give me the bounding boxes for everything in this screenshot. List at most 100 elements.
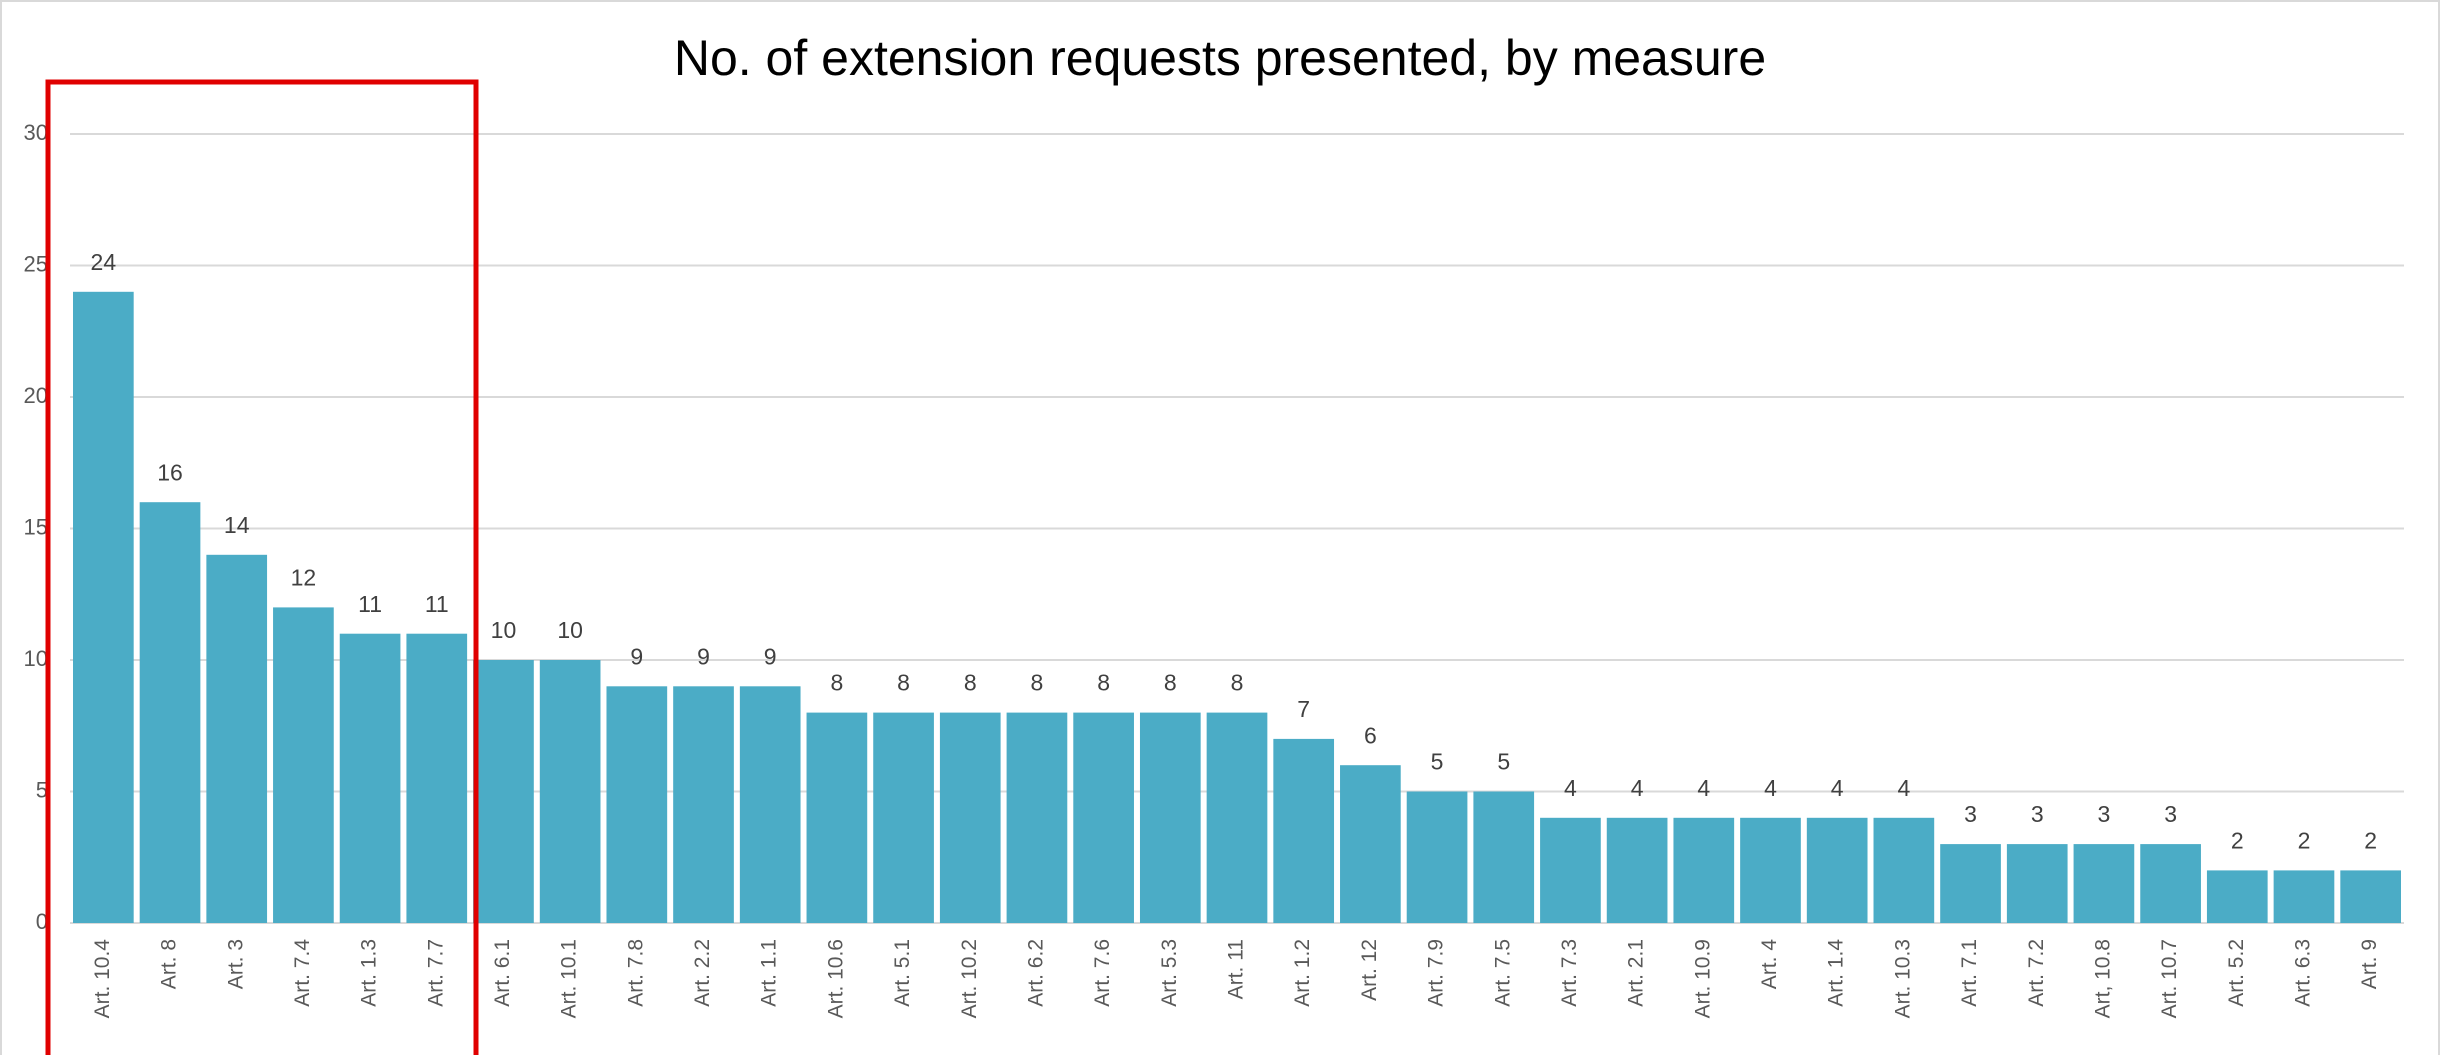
bar <box>1340 765 1401 923</box>
bar <box>339 633 401 923</box>
data-label: 2 <box>2231 827 2244 853</box>
data-label: 4 <box>1764 775 1777 801</box>
data-label: 11 <box>425 591 449 617</box>
x-tick-label: Art. 10.1 <box>558 939 581 1018</box>
x-tick-label: Art. 5.1 <box>891 939 914 1007</box>
x-tick-label: Art. 3 <box>224 939 247 989</box>
bar <box>406 633 468 923</box>
bar <box>606 686 668 923</box>
data-label: 2 <box>2364 827 2377 853</box>
bar <box>1139 712 1201 923</box>
data-label: 4 <box>1631 775 1644 801</box>
highlight-box <box>45 79 479 1055</box>
data-label: 2 <box>2298 827 2311 853</box>
data-label: 3 <box>1964 801 1977 827</box>
bar <box>1673 817 1735 923</box>
x-tick-label: Art. 8 <box>158 939 181 989</box>
x-tick-label: Art. 2.1 <box>1625 939 1648 1007</box>
bar <box>1940 844 2001 923</box>
x-tick-label: Art. 7.9 <box>1425 939 1448 1007</box>
bar <box>1873 817 1935 923</box>
bar <box>1806 817 1868 923</box>
bar <box>139 502 201 923</box>
data-label: 4 <box>1897 775 1910 801</box>
chart-title: No. of extension requests presented, by … <box>674 30 1766 86</box>
x-tick-label: Art. 10.7 <box>2158 939 2181 1018</box>
x-tick-label: Art. 10.3 <box>1891 939 1914 1018</box>
x-tick-label: Art. 4 <box>1758 939 1781 990</box>
data-label: 4 <box>1697 775 1710 801</box>
data-label: 3 <box>2098 801 2111 827</box>
data-label: 10 <box>557 617 583 643</box>
data-label: 4 <box>1831 775 1844 801</box>
data-label: 8 <box>1164 670 1177 696</box>
x-tick-label: Art. 6.3 <box>2292 939 2315 1007</box>
x-tick-label: Art. 10.2 <box>958 939 981 1018</box>
data-label: 8 <box>897 670 910 696</box>
bar <box>806 712 868 923</box>
data-label: 9 <box>697 643 710 669</box>
data-label: 3 <box>2164 801 2177 827</box>
x-tick-label: Art. 1.1 <box>758 939 781 1007</box>
y-tick-label: 30 <box>24 120 48 145</box>
y-tick-label: 15 <box>24 514 48 539</box>
data-label: 10 <box>491 617 517 643</box>
x-tick-label: Art. 5.2 <box>2225 939 2248 1007</box>
bar <box>1473 791 1535 923</box>
x-tick-label: Art. 7.8 <box>624 939 647 1007</box>
bar <box>273 607 334 923</box>
x-tick-label: Art, 10.8 <box>2091 939 2114 1018</box>
bar <box>873 712 934 923</box>
x-tick-label: Art. 7.2 <box>2025 939 2048 1007</box>
x-tick-label: Art. 11 <box>1225 939 1248 999</box>
x-tick-label: Art. 7.1 <box>1958 939 1981 1007</box>
bar <box>2206 870 2268 923</box>
bar <box>1006 712 1068 923</box>
bar <box>2073 844 2135 923</box>
x-tick-label: Art. 6.2 <box>1024 939 1047 1007</box>
bar <box>206 554 268 923</box>
x-tick-label: Art. 9 <box>2358 939 2381 989</box>
data-label: 8 <box>964 670 977 696</box>
x-tick-label: Art. 7.6 <box>1091 939 1114 1007</box>
x-tick-label: Art. 7.4 <box>291 939 314 1007</box>
bar <box>739 686 801 923</box>
y-tick-label: 10 <box>24 646 48 671</box>
data-label: 24 <box>91 249 117 275</box>
x-tick-label: Art. 7.7 <box>424 939 447 1007</box>
x-tick-label: Art. 12 <box>1358 939 1381 1001</box>
x-tick-label: Art. 6.1 <box>491 939 514 1007</box>
bar <box>673 686 734 923</box>
data-label: 9 <box>630 643 643 669</box>
data-label: 3 <box>2031 801 2044 827</box>
bar <box>1273 738 1335 923</box>
bar <box>1206 712 1268 923</box>
bar <box>2006 844 2068 923</box>
data-label: 8 <box>830 670 843 696</box>
x-tick-label: Art. 1.4 <box>1825 939 1848 1007</box>
bar <box>1740 817 1801 923</box>
data-label: 5 <box>1431 749 1444 775</box>
y-tick-label: 25 <box>24 251 48 276</box>
x-tick-label: Art. 1.3 <box>358 939 381 1007</box>
data-label: 8 <box>1231 670 1244 696</box>
bar <box>939 712 1001 923</box>
data-label: 11 <box>358 591 382 617</box>
bar <box>539 660 601 923</box>
data-label: 6 <box>1364 722 1377 748</box>
x-tick-label: Art. 7.5 <box>1491 939 1514 1007</box>
data-label: 14 <box>224 512 250 538</box>
x-tick-label: Art. 2.2 <box>691 939 714 1007</box>
x-tick-label: Art. 1.2 <box>1291 939 1314 1007</box>
y-tick-label: 0 <box>36 909 48 934</box>
bar <box>1606 817 1668 923</box>
x-tick-label: Art. 10.4 <box>91 939 114 1019</box>
data-label: 5 <box>1497 749 1510 775</box>
y-tick-label: 20 <box>24 383 48 408</box>
data-label: 8 <box>1097 670 1110 696</box>
bar <box>2340 870 2401 923</box>
bar <box>2140 844 2201 923</box>
